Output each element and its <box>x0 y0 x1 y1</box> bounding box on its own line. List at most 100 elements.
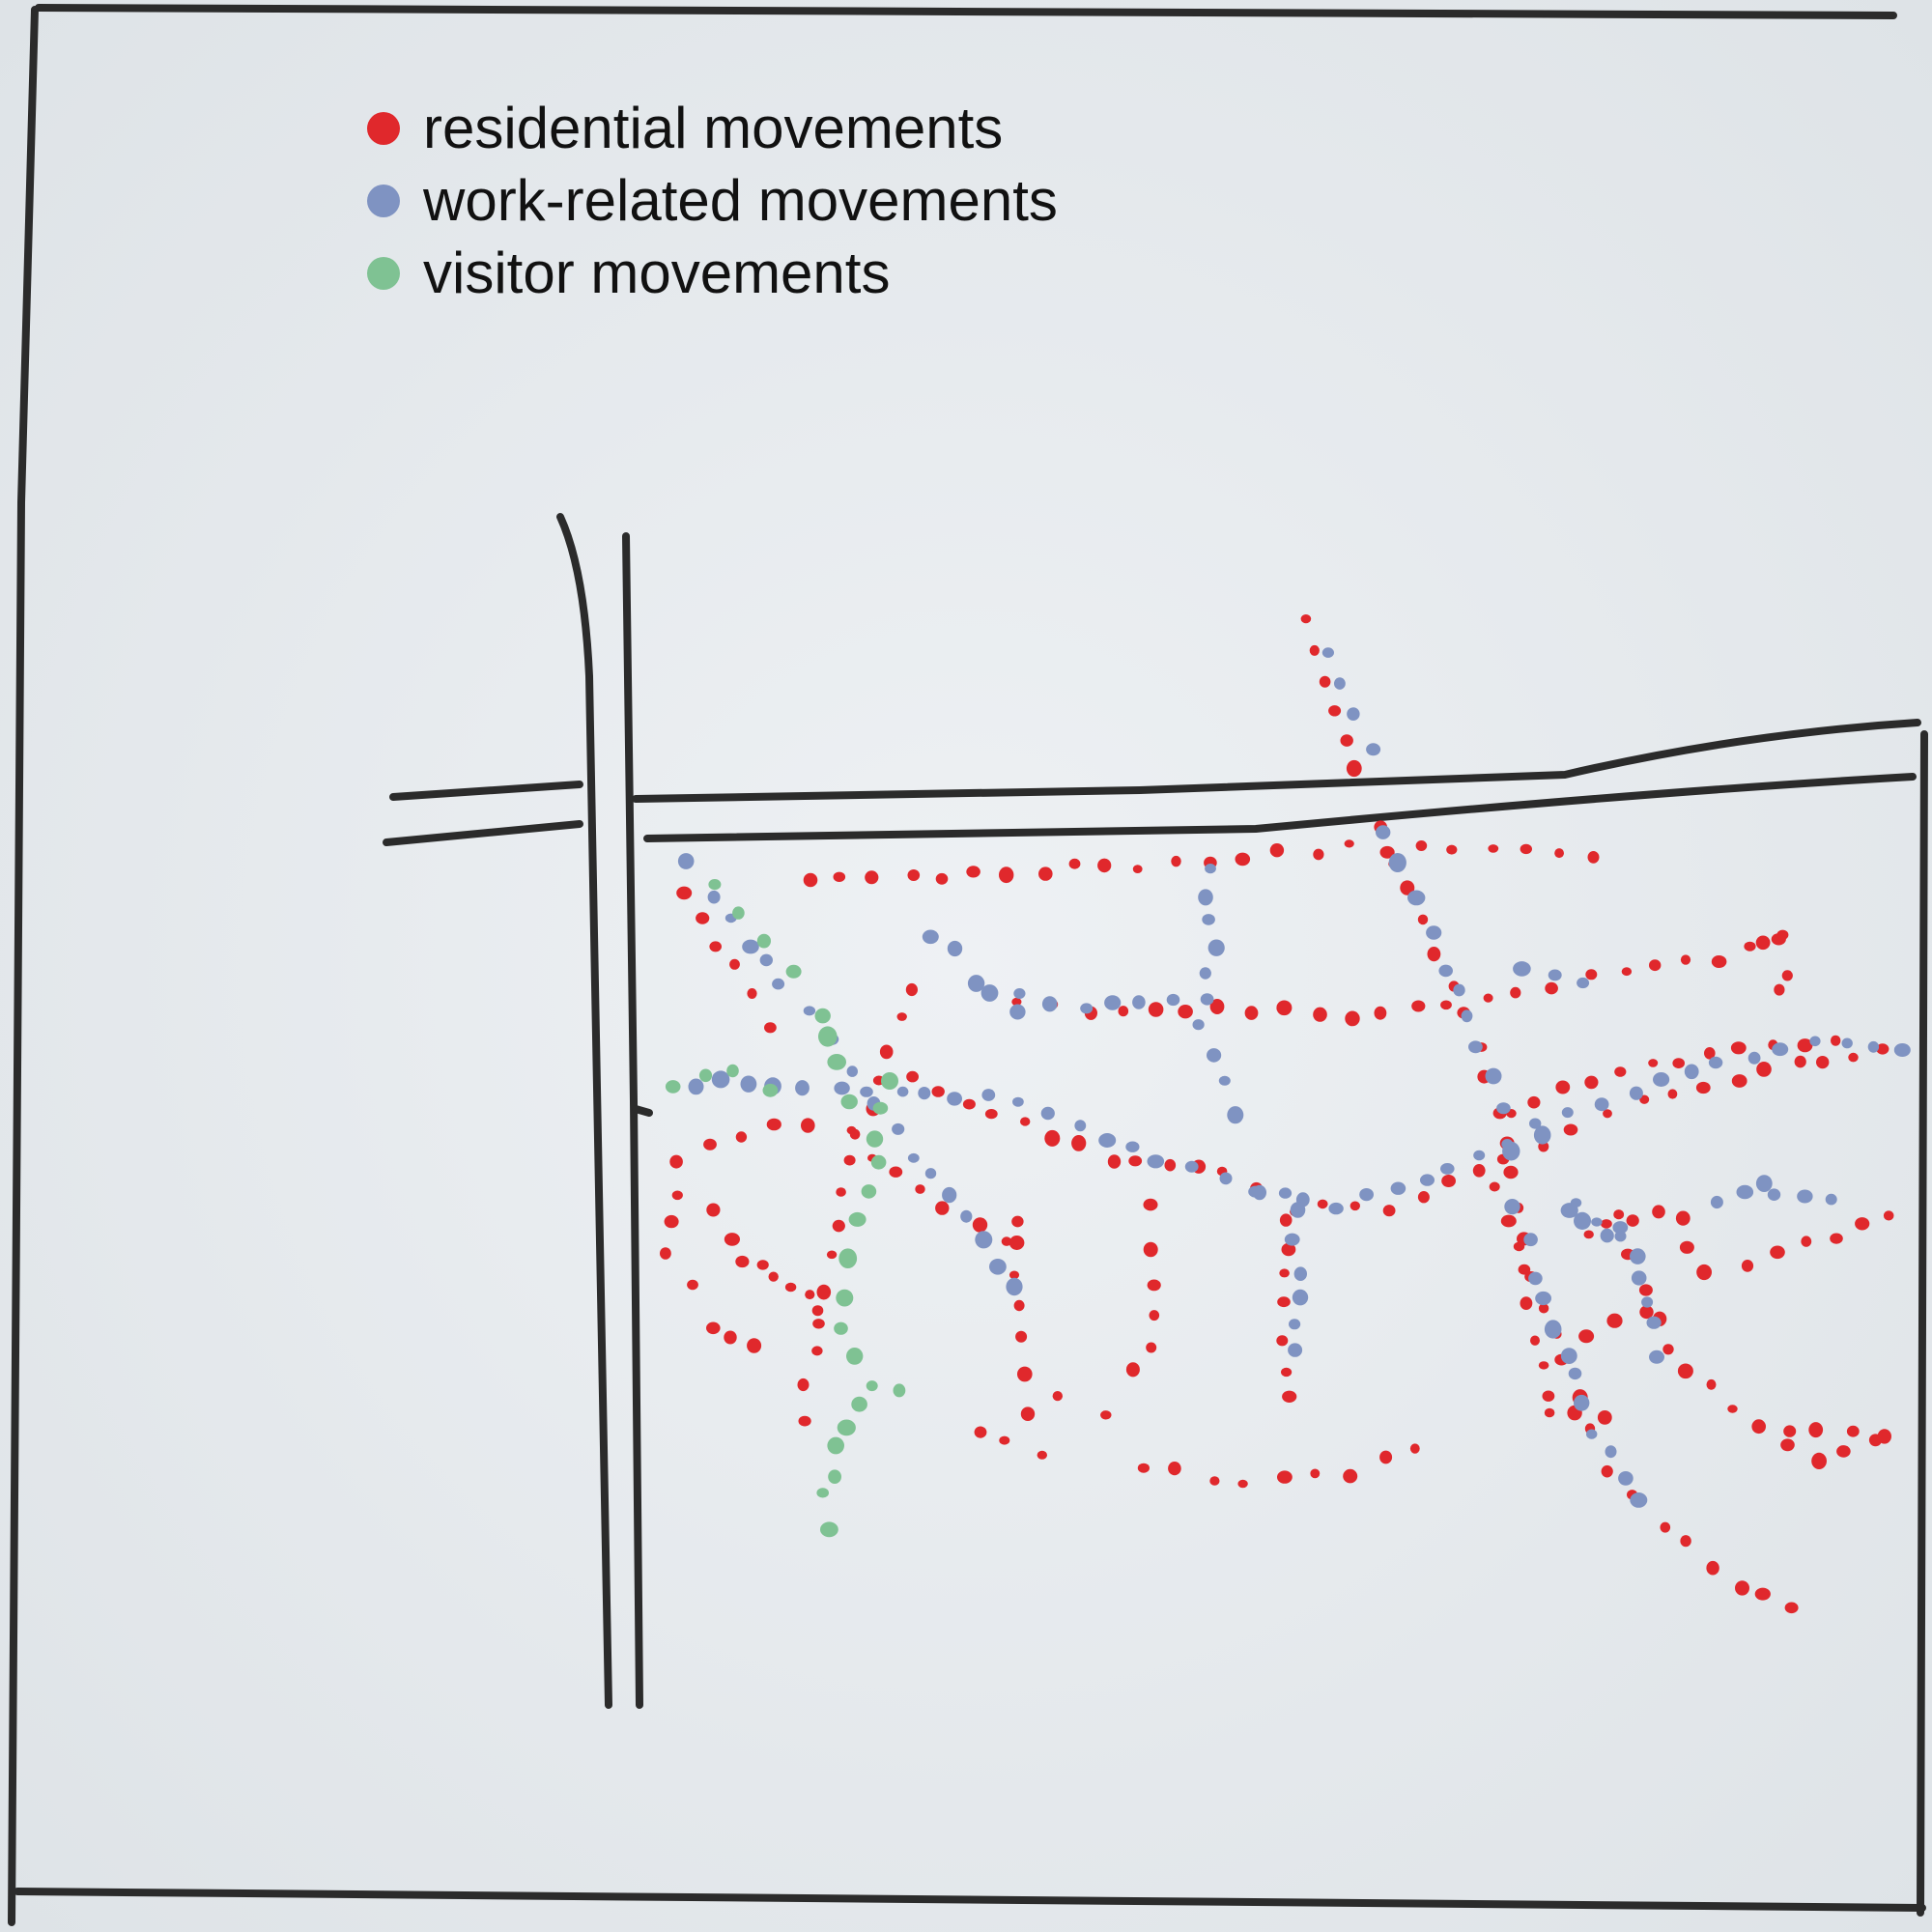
vertical-road-tick <box>632 1105 653 1117</box>
residential-dot <box>1168 1462 1181 1476</box>
residential-dot <box>1755 935 1771 951</box>
work-dot-icon <box>367 184 400 217</box>
visitor-dot <box>866 1380 878 1392</box>
work-related-dot <box>1630 1492 1648 1508</box>
work-related-dot <box>1629 1086 1643 1100</box>
ink-lines <box>8 4 1928 1926</box>
work-related-dot <box>1641 1296 1654 1308</box>
residential-dot <box>935 1201 950 1215</box>
frame-top-line <box>35 4 1897 19</box>
residential-dot <box>1281 1367 1293 1378</box>
work-related-dot <box>1407 890 1426 906</box>
residential-dot <box>1483 993 1493 1003</box>
work-related-dot <box>947 1092 962 1106</box>
work-related-dot <box>1594 1097 1609 1112</box>
work-related-dot <box>1334 677 1346 690</box>
residential-dot <box>735 1255 750 1268</box>
residential-dot-icon <box>367 111 400 145</box>
residential-dot <box>832 1219 845 1233</box>
work-related-dot <box>759 953 773 967</box>
work-related-dot <box>1290 1202 1306 1218</box>
residential-dot <box>1660 1521 1671 1533</box>
work-related-dot <box>742 939 759 954</box>
work-related-dot <box>1646 1316 1662 1329</box>
residential-dot <box>836 1187 846 1197</box>
work-related-dot <box>1184 1160 1199 1173</box>
work-related-dot <box>1461 1009 1473 1023</box>
work-related-dot <box>1359 1188 1374 1202</box>
residential-dot <box>1544 1407 1555 1418</box>
residential-dot <box>766 1118 781 1131</box>
work-related-dot <box>1218 1075 1231 1086</box>
work-related-dot <box>1612 1221 1629 1235</box>
residential-dot <box>1489 1181 1500 1192</box>
residential-dot <box>1143 1241 1158 1258</box>
residential-dot <box>1209 1476 1220 1486</box>
residential-dot <box>972 1217 988 1233</box>
residential-dot <box>784 1282 797 1293</box>
residential-dot <box>1052 1391 1064 1402</box>
work-related-dot <box>1288 1343 1303 1357</box>
visitor-dot <box>872 1101 889 1115</box>
work-related-dot <box>1012 1096 1024 1107</box>
residential-dot <box>1601 1464 1613 1478</box>
residential-dot <box>756 1260 769 1270</box>
residential-dot <box>1374 1006 1387 1020</box>
residential-dot <box>1770 1245 1785 1260</box>
residential-dot <box>768 1271 779 1282</box>
residential-dot <box>1277 1470 1293 1484</box>
residential-dot <box>816 1284 832 1300</box>
residential-dot <box>1731 1074 1747 1088</box>
residential-dot <box>1149 1310 1160 1321</box>
frame-left-line <box>8 6 39 1926</box>
work-related-dot <box>1440 1163 1455 1175</box>
work-related-dot <box>1504 1199 1520 1215</box>
work-related-dot <box>1198 889 1213 906</box>
residential-dot <box>1118 1006 1129 1017</box>
work-related-dot <box>1468 1040 1483 1054</box>
residential-dot <box>999 867 1014 884</box>
visitor-dot <box>893 1383 906 1398</box>
residential-dot <box>1614 1066 1627 1077</box>
residential-dot <box>1883 1210 1894 1221</box>
residential-dot <box>1538 1303 1549 1314</box>
residential-dot <box>1513 1241 1525 1252</box>
visitor-dot <box>828 1469 841 1484</box>
work-related-dot <box>795 1080 810 1096</box>
visitor-dot <box>762 1083 779 1097</box>
residential-dot <box>1680 1535 1691 1548</box>
residential-dot <box>1017 1366 1033 1382</box>
residential-dot <box>1300 614 1312 624</box>
work-related-dot <box>1605 1445 1617 1459</box>
left-stub-road-top <box>389 781 583 801</box>
residential-dot <box>1011 997 1022 1007</box>
vertical-road-right-edge <box>622 532 643 1709</box>
residential-dot <box>709 941 722 952</box>
visitor-dot <box>881 1072 898 1090</box>
work-related-dot <box>1684 1064 1699 1080</box>
work-related-dot <box>980 984 999 1002</box>
residential-dot <box>966 866 980 878</box>
residential-dot <box>1020 1406 1036 1421</box>
residential-dot <box>729 958 740 970</box>
residential-dot <box>833 871 846 882</box>
residential-dot <box>1662 1344 1674 1355</box>
residential-dot <box>1584 1075 1599 1090</box>
residential-dot <box>1446 844 1458 855</box>
work-related-dot <box>1614 1231 1627 1242</box>
residential-dot <box>805 1290 815 1300</box>
work-related-dot <box>1321 647 1334 658</box>
residential-dot <box>1639 1094 1650 1104</box>
work-related-dot <box>1453 983 1465 997</box>
residential-dot <box>1876 1043 1889 1055</box>
visitor-dot <box>698 1068 713 1083</box>
frame-right-line <box>1917 730 1928 1917</box>
work-related-dot <box>1523 1233 1538 1247</box>
work-related-dot <box>1289 1319 1301 1330</box>
legend-item-residential: residential movements <box>367 92 1058 164</box>
work-related-dot <box>1772 1042 1789 1057</box>
work-related-dot <box>1473 1150 1486 1161</box>
residential-dot <box>984 1109 998 1120</box>
residential-dot <box>811 1305 824 1317</box>
residential-dot <box>1563 1123 1578 1136</box>
